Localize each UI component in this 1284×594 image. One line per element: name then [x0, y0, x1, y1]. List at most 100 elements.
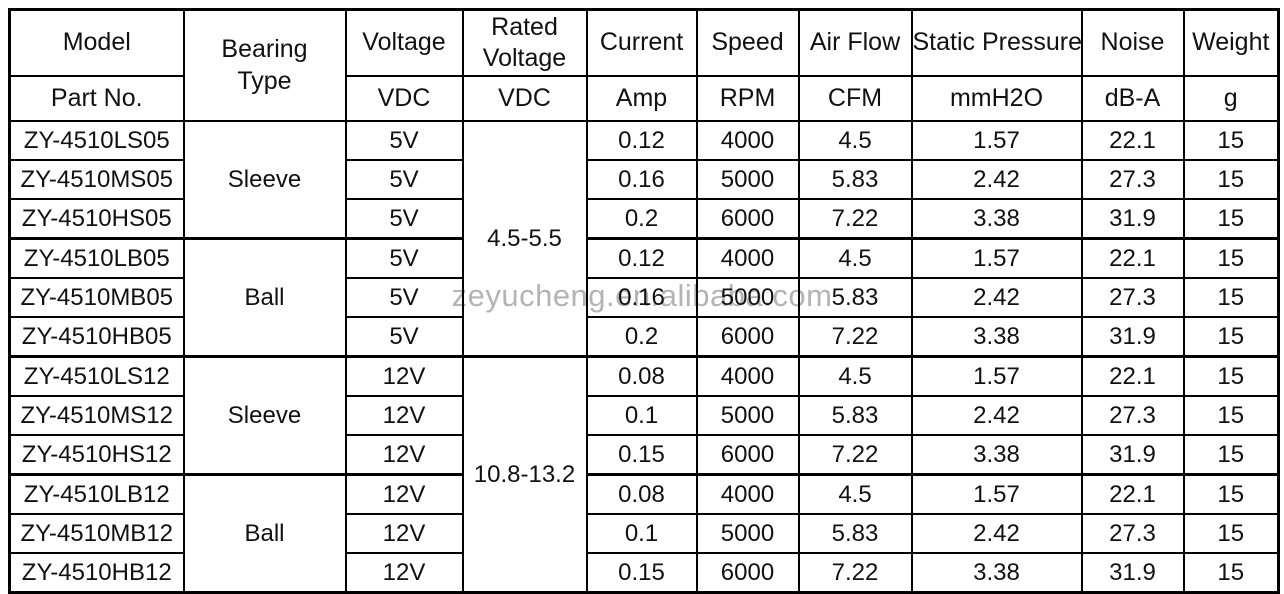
air-flow-cell: 7.22: [797, 552, 913, 594]
table-row: ZY-4510LB05 Ball 5V 0.12 4000 4.5 1.57 2…: [8, 237, 1280, 358]
voltage-cell: 12V: [344, 434, 464, 476]
air-flow-cell: 4.5: [797, 473, 913, 515]
speed-cell: 5000: [695, 159, 800, 200]
noise-cell: 31.9: [1080, 552, 1185, 594]
table-row: ZY-4510MS05 5V 0.16 5000 5.83 2.42 27.3 …: [8, 159, 1280, 200]
part-no-cell: ZY-4510MB05: [8, 277, 185, 318]
air-flow-cell: 7.22: [797, 434, 913, 476]
speed-cell: 6000: [695, 552, 800, 594]
current-cell: 0.15: [585, 552, 698, 594]
static-pressure-cell: 3.38: [910, 552, 1083, 594]
air-flow-cell: 4.5: [797, 355, 913, 397]
col-unit-weight: g: [1182, 75, 1280, 122]
col-header-bearing-type-label: Bearing Type: [221, 35, 308, 95]
noise-cell: 31.9: [1080, 434, 1185, 476]
col-header-voltage: Voltage: [344, 8, 464, 77]
part-no-cell: ZY-4510MS12: [8, 395, 185, 436]
static-pressure-cell: 3.38: [910, 198, 1083, 240]
static-pressure-cell: 3.38: [910, 316, 1083, 358]
col-unit-speed: RPM: [695, 75, 800, 122]
part-no-cell: ZY-4510MB12: [8, 513, 185, 554]
table-row: ZY-4510HB05 5V 0.2 6000 7.22 3.38 31.9 1…: [8, 316, 1280, 358]
part-no-cell: ZY-4510MS05: [8, 159, 185, 200]
static-pressure-cell: 3.38: [910, 434, 1083, 476]
noise-cell: 27.3: [1080, 277, 1185, 318]
air-flow-cell: 5.83: [797, 159, 913, 200]
table-row: ZY-4510LS12 Sleeve 12V 10.8-13.2 0.08 40…: [8, 355, 1280, 594]
noise-cell: 22.1: [1080, 473, 1185, 515]
col-unit-rated-voltage: VDC: [461, 75, 588, 122]
weight-cell: 15: [1182, 159, 1280, 200]
weight-cell: 15: [1182, 434, 1280, 476]
col-unit-noise: dB-A: [1080, 75, 1185, 122]
current-cell: 0.2: [585, 198, 698, 240]
col-header-air-flow: Air Flow: [797, 8, 913, 77]
current-cell: 0.15: [585, 434, 698, 476]
current-cell: 0.12: [585, 237, 698, 279]
noise-cell: 27.3: [1080, 395, 1185, 436]
current-cell: 0.08: [585, 355, 698, 397]
voltage-cell: 5V: [344, 120, 464, 161]
col-header-weight: Weight: [1182, 8, 1280, 77]
voltage-cell: 5V: [344, 237, 464, 279]
part-no-cell: ZY-4510LB05: [8, 237, 185, 279]
table-row: ZY-4510HS05 5V 0.2 6000 7.22 3.38 31.9 1…: [8, 198, 1280, 240]
weight-cell: 15: [1182, 277, 1280, 318]
air-flow-cell: 5.83: [797, 513, 913, 554]
col-header-model: Model: [8, 8, 185, 77]
air-flow-cell: 7.22: [797, 316, 913, 358]
voltage-cell: 12V: [344, 552, 464, 594]
static-pressure-cell: 2.42: [910, 395, 1083, 436]
speed-cell: 6000: [695, 316, 800, 358]
bearing-cell: Ball: [182, 237, 347, 358]
noise-cell: 22.1: [1080, 237, 1185, 279]
current-cell: 0.12: [585, 120, 698, 161]
col-header-speed: Speed: [695, 8, 800, 77]
current-cell: 0.1: [585, 395, 698, 436]
col-unit-air-flow: CFM: [797, 75, 913, 122]
col-header-static-pressure: Static Pressure: [910, 8, 1083, 77]
weight-cell: 15: [1182, 198, 1280, 240]
col-unit-static-pressure: mmH2O: [910, 75, 1083, 122]
current-cell: 0.16: [585, 159, 698, 200]
voltage-cell: 12V: [344, 355, 464, 397]
col-header-noise: Noise: [1080, 8, 1185, 77]
voltage-cell: 12V: [344, 513, 464, 554]
current-cell: 0.1: [585, 513, 698, 554]
air-flow-cell: 5.83: [797, 277, 913, 318]
static-pressure-cell: 2.42: [910, 159, 1083, 200]
static-pressure-cell: 1.57: [910, 237, 1083, 279]
noise-cell: 31.9: [1080, 198, 1185, 240]
static-pressure-cell: 2.42: [910, 277, 1083, 318]
current-cell: 0.2: [585, 316, 698, 358]
table-row: ZY-4510HB12 12V 0.15 6000 7.22 3.38 31.9…: [8, 552, 1280, 594]
noise-cell: 22.1: [1080, 120, 1185, 161]
bearing-cell: Ball: [182, 473, 347, 594]
speed-cell: 4000: [695, 120, 800, 161]
weight-cell: 15: [1182, 355, 1280, 397]
static-pressure-cell: 1.57: [910, 120, 1083, 161]
speed-cell: 4000: [695, 473, 800, 515]
noise-cell: 22.1: [1080, 355, 1185, 397]
weight-cell: 15: [1182, 513, 1280, 554]
col-unit-current: Amp: [585, 75, 698, 122]
weight-cell: 15: [1182, 473, 1280, 515]
voltage-cell: 5V: [344, 316, 464, 358]
air-flow-cell: 7.22: [797, 198, 913, 240]
static-pressure-cell: 1.57: [910, 355, 1083, 397]
speed-cell: 4000: [695, 237, 800, 279]
current-cell: 0.08: [585, 473, 698, 515]
speed-cell: 6000: [695, 198, 800, 240]
speed-cell: 5000: [695, 395, 800, 436]
table-row: ZY-4510MS12 12V 0.1 5000 5.83 2.42 27.3 …: [8, 395, 1280, 436]
static-pressure-cell: 1.57: [910, 473, 1083, 515]
part-no-cell: ZY-4510LS05: [8, 120, 185, 161]
rated-voltage-cell: 10.8-13.2: [461, 355, 588, 594]
part-no-cell: ZY-4510LS12: [8, 355, 185, 397]
weight-cell: 15: [1182, 316, 1280, 358]
table-row: ZY-4510MB12 12V 0.1 5000 5.83 2.42 27.3 …: [8, 513, 1280, 554]
header-row-titles: Model Bearing Type Voltage Rated Voltage…: [8, 8, 1280, 122]
speed-cell: 5000: [695, 277, 800, 318]
bearing-cell: Sleeve: [182, 355, 347, 476]
noise-cell: 27.3: [1080, 513, 1185, 554]
